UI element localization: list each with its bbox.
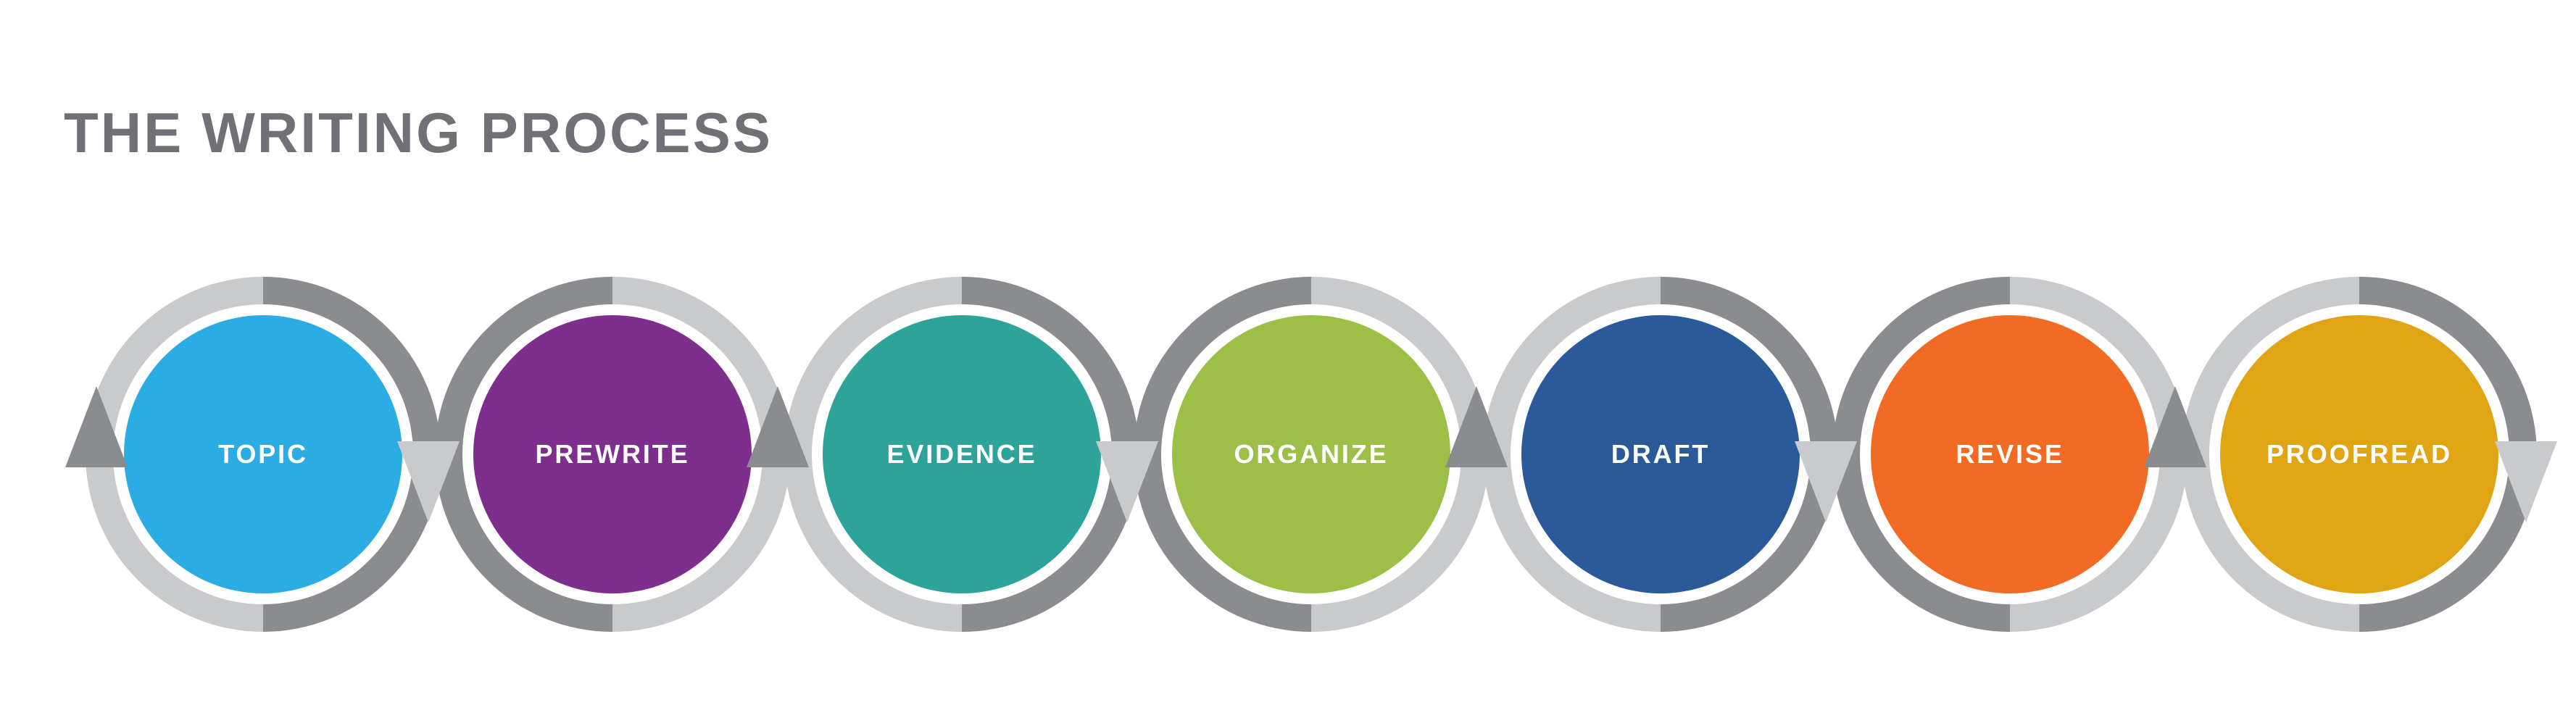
step-label: PROOFREAD [2267, 439, 2452, 470]
step-circle: REVISE [1871, 315, 2149, 593]
step-circle: PROOFREAD [2220, 315, 2498, 593]
step-label: DRAFT [1611, 439, 1710, 470]
step-circle: EVIDENCE [823, 315, 1101, 593]
flow-arrow-mid-0 [397, 441, 460, 522]
step-circle: TOPIC [124, 315, 402, 593]
step-label: PREWRITE [535, 439, 689, 470]
flow-arrow-mid-2 [1096, 441, 1158, 522]
step-label: REVISE [1956, 439, 2064, 470]
step-circle: PREWRITE [473, 315, 752, 593]
flow-arrow-end [2495, 441, 2557, 522]
step-label: TOPIC [218, 439, 308, 470]
flow-arrow-mid-5 [2144, 386, 2206, 467]
flow-arrow-mid-3 [1445, 386, 1508, 467]
step-label: EVIDENCE [886, 439, 1036, 470]
flow-arrow-start [65, 386, 128, 467]
page: THE WRITING PROCESS TOPIC PREWRITE EVIDENC… [0, 0, 2576, 698]
flow-arrow-mid-1 [747, 386, 809, 467]
step-circle: DRAFT [1521, 315, 1800, 593]
flow-arrow-mid-4 [1795, 441, 1857, 522]
page-title: THE WRITING PROCESS [64, 100, 773, 166]
step-circle: ORGANIZE [1172, 315, 1450, 593]
step-label: ORGANIZE [1234, 439, 1388, 470]
writing-process-diagram: TOPIC PREWRITE EVIDENCE ORGANIZE DRAFT REVISE… [86, 277, 2537, 632]
